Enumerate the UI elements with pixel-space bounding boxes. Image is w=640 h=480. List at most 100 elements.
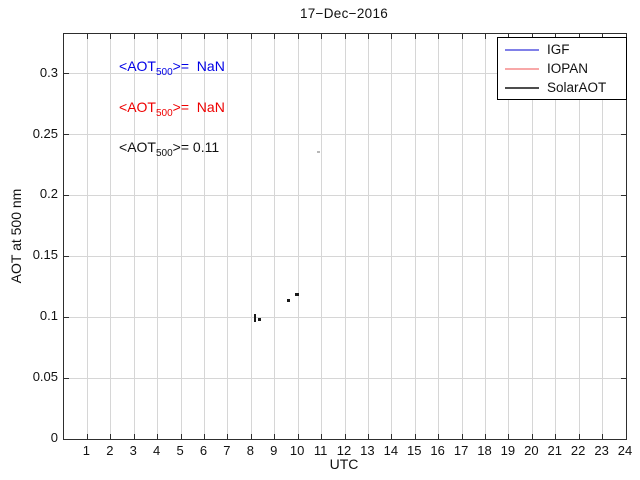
- legend-line-sample: [505, 86, 539, 89]
- annotation-text: <AOT: [119, 99, 156, 116]
- x-gridline: [133, 34, 135, 439]
- x-tick-mark: [110, 34, 112, 39]
- x-tick-mark: [602, 434, 604, 439]
- y-axis-label: AOT at 500 nm: [8, 188, 24, 284]
- x-tick-mark: [86, 434, 88, 439]
- x-tick-mark: [274, 34, 276, 39]
- x-tick-mark: [321, 434, 323, 439]
- x-gridline: [461, 34, 463, 439]
- x-tick-label: 7: [223, 443, 231, 458]
- y-gridline: [64, 73, 626, 75]
- x-gridline: [86, 34, 88, 439]
- y-tick-mark: [64, 377, 69, 379]
- x-axis-label: UTC: [329, 456, 359, 472]
- x-tick-mark: [461, 34, 463, 39]
- x-tick-mark: [86, 34, 88, 39]
- legend-item: IOPAN: [498, 60, 626, 77]
- x-tick-label: 16: [430, 443, 445, 458]
- annotation-text: 500: [155, 148, 173, 160]
- x-tick-mark: [180, 434, 182, 439]
- x-tick-mark: [555, 434, 557, 439]
- data-point: [258, 317, 262, 321]
- y-gridline: [64, 316, 626, 318]
- x-gridline: [157, 34, 159, 439]
- x-tick-mark: [321, 34, 323, 39]
- x-tick-label: 4: [153, 443, 161, 458]
- x-gridline: [438, 34, 440, 439]
- x-tick-label: 22: [570, 443, 586, 458]
- x-tick-mark: [508, 34, 510, 39]
- x-tick-label: 5: [176, 443, 184, 458]
- mean-aot-annotation: <AOT500>= NaN: [119, 58, 225, 78]
- x-tick-mark: [250, 34, 252, 39]
- x-tick-mark: [531, 434, 533, 439]
- x-tick-mark: [555, 34, 557, 39]
- x-gridline: [485, 34, 486, 439]
- x-tick-label: 19: [500, 443, 516, 458]
- x-tick-mark: [344, 34, 346, 39]
- x-gridline: [274, 34, 276, 439]
- x-tick-mark: [157, 34, 159, 39]
- x-tick-label: 3: [129, 443, 137, 458]
- data-point: [253, 313, 256, 322]
- legend-item: SolarAOT: [498, 79, 626, 96]
- annotation-text: >= 0.11: [172, 139, 220, 156]
- x-tick-mark: [344, 434, 346, 439]
- x-tick-label: 17: [453, 443, 469, 458]
- x-gridline: [204, 34, 205, 439]
- x-tick-mark: [438, 434, 440, 439]
- x-tick-label: 12: [336, 443, 352, 458]
- annotation-text: <AOT: [119, 139, 156, 156]
- legend-item-label: IGF: [547, 42, 570, 57]
- y-tick-mark: [621, 194, 626, 196]
- x-gridline: [250, 34, 252, 439]
- x-tick-mark: [367, 434, 369, 439]
- faint-data-point: [317, 150, 321, 153]
- y-tick-mark: [621, 255, 626, 257]
- x-tick-mark: [227, 34, 229, 39]
- x-tick-label: 1: [82, 443, 91, 458]
- legend-line-sample: [505, 67, 539, 70]
- x-tick-mark: [485, 434, 486, 439]
- x-tick-label: 18: [477, 443, 492, 458]
- x-tick-mark: [297, 34, 299, 39]
- x-tick-mark: [180, 34, 182, 39]
- x-tick-label: 10: [289, 443, 305, 458]
- x-gridline: [391, 34, 393, 439]
- annotation-text: >= NaN: [172, 99, 225, 116]
- annotation-text: 500: [155, 67, 173, 79]
- annotation-text: <AOT: [119, 58, 156, 75]
- x-gridline: [180, 34, 182, 439]
- legend: IGF IOPAN SolarAOT: [497, 37, 627, 100]
- y-tick-label: 0.3: [39, 64, 58, 80]
- y-tick-mark: [64, 134, 69, 136]
- legend-item-label: SolarAOT: [547, 80, 607, 95]
- x-tick-mark: [508, 434, 510, 439]
- x-tick-label: 2: [106, 443, 114, 458]
- x-tick-label: 6: [199, 443, 208, 458]
- x-tick-label: 24: [617, 443, 633, 458]
- x-tick-mark: [461, 434, 463, 439]
- y-tick-label: 0.05: [32, 369, 58, 385]
- plot-area: IGF IOPAN SolarAOT <AOT500>= NaN <AOT500>= …: [63, 33, 627, 440]
- x-tick-label: 23: [594, 443, 609, 458]
- annotation-text: 500: [155, 108, 173, 120]
- x-gridline: [555, 34, 557, 439]
- y-tick-mark: [621, 377, 626, 379]
- y-tick-label: 0: [50, 430, 58, 445]
- chart-title: 17−Dec−2016: [299, 6, 389, 21]
- y-gridline: [64, 255, 626, 257]
- x-gridline: [531, 34, 533, 439]
- x-tick-mark: [602, 34, 604, 39]
- x-tick-mark: [625, 434, 627, 439]
- x-tick-mark: [578, 34, 580, 39]
- x-tick-label: 15: [407, 443, 422, 458]
- x-tick-mark: [367, 34, 369, 39]
- y-tick-mark: [64, 194, 69, 196]
- x-tick-mark: [133, 434, 135, 439]
- x-gridline: [367, 34, 369, 439]
- mean-aot-annotation: <AOT500>= 0.11: [119, 139, 220, 159]
- x-gridline: [110, 34, 112, 439]
- x-gridline: [414, 34, 416, 439]
